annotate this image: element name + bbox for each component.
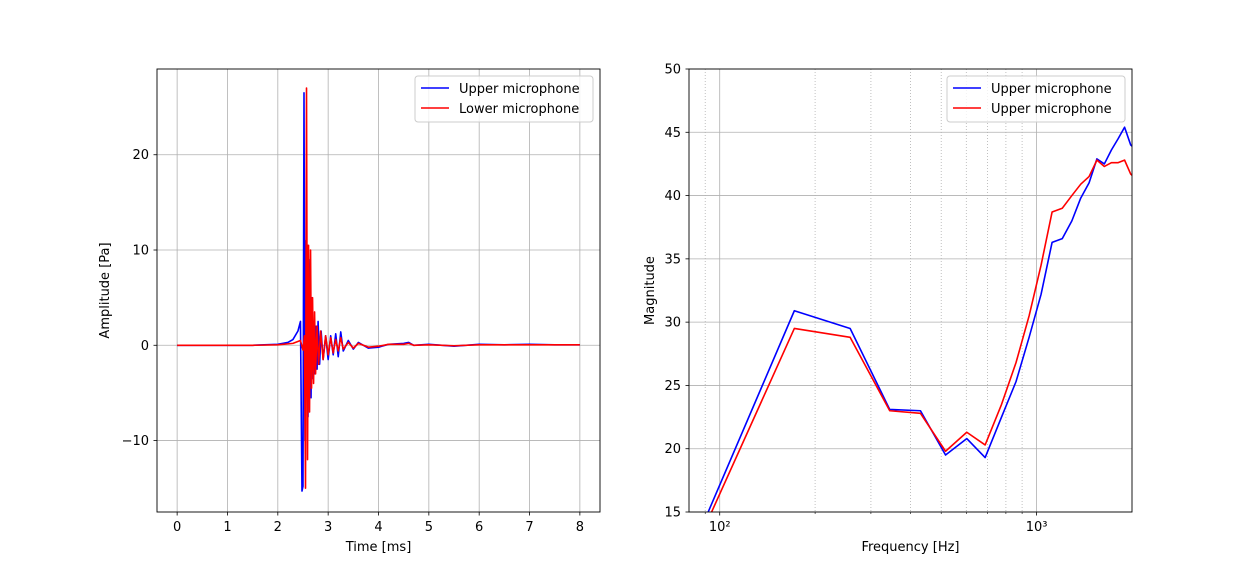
series-line-1 (177, 87, 580, 489)
legend-box (414, 75, 594, 123)
x-tick-label: 7 (525, 520, 533, 535)
axes-frame (688, 68, 1133, 513)
axes-frame (156, 68, 601, 513)
chart-time-domain: 0 1 2 3 4 5 6 7 8 −10 0 10 20 Time [ms] Amplitude [Pa]… (98, 68, 601, 555)
x-tick-label: 4 (374, 520, 382, 535)
x-tick-label: 10² (709, 520, 731, 535)
chart-frequency-response: 10² 10³ 15 20 25 30 35 40 45 50 Frequency [Hz] Magn… (643, 63, 1133, 555)
legend-label-0: Upper microphone (459, 82, 580, 97)
y-tick-label: 40 (664, 189, 681, 204)
x-tick-label: 1 (223, 520, 231, 535)
legend-box (946, 75, 1126, 123)
y-tick-label: 0 (141, 339, 149, 354)
series-line-1 (710, 159, 1132, 512)
x-tick-label: 0 (173, 520, 181, 535)
legend-label-1: Upper microphone (991, 102, 1112, 117)
x-tick-label: 5 (425, 520, 433, 535)
y-tick-label: −10 (122, 434, 149, 449)
y-axis-label: Magnitude (643, 256, 658, 325)
legend-label-0: Upper microphone (991, 82, 1112, 97)
series-line-0 (707, 126, 1132, 512)
x-tick-label: 3 (324, 520, 332, 535)
x-tick-label: 10³ (1026, 520, 1048, 535)
y-tick-label: 30 (664, 316, 681, 331)
x-tick-label: 2 (274, 520, 282, 535)
legend-label-1: Lower microphone (459, 102, 579, 117)
y-tick-label: 20 (132, 148, 149, 163)
y-tick-label: 35 (664, 252, 681, 267)
y-tick-label: 50 (664, 63, 681, 78)
x-axis-label: Time [ms] (345, 540, 412, 555)
y-tick-label: 45 (664, 126, 681, 141)
x-tick-label: 8 (576, 520, 584, 535)
y-tick-label: 20 (664, 442, 681, 457)
x-axis-label: Frequency [Hz] (861, 540, 959, 555)
x-tick-label: 6 (475, 520, 483, 535)
y-tick-label: 25 (664, 379, 681, 394)
y-tick-label: 15 (664, 506, 681, 521)
y-axis-label: Amplitude [Pa] (98, 242, 113, 338)
y-tick-label: 10 (132, 244, 149, 259)
